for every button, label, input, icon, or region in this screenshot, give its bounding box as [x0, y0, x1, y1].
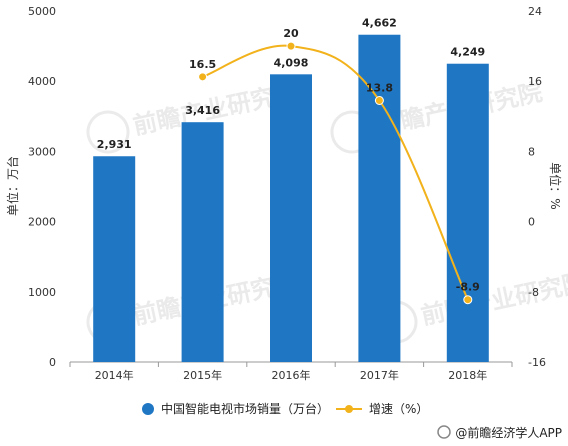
legend-line-label: 增速（%） [369, 402, 428, 416]
growth-point-1 [198, 72, 208, 82]
bar-value-label-3: 4,662 [362, 17, 397, 30]
footer-text: @前瞻经济学人APP [455, 425, 562, 440]
watermark-text: 前瞻产业研究院 [419, 268, 568, 330]
y2-tick-label-3: 8 [528, 145, 535, 158]
y2-tick-label-5: 24 [528, 5, 542, 18]
y-tick-label-0: 0 [49, 356, 56, 369]
data-labels: 2,931 3,416 4,098 4,662 4,249 16.5 20 13.8 -8.9 [97, 17, 485, 294]
y2-tick-label-0: -16 [528, 356, 546, 369]
growth-value-label-3: 13.8 [366, 82, 393, 95]
growth-point-3 [374, 96, 384, 106]
y2-tick-label-1: -8 [528, 286, 539, 299]
growth-line [202, 44, 469, 301]
bar-value-label-2: 4,098 [274, 56, 309, 69]
x-tick-label-2: 2016年 [272, 368, 311, 382]
x-tick-label-3: 2017年 [360, 368, 399, 382]
y-axis-title: 单位：万台 [5, 156, 20, 216]
growth-point-2 [286, 41, 296, 51]
bar-4 [446, 63, 489, 362]
bars [93, 34, 489, 362]
growth-value-label-1: 16.5 [189, 58, 216, 71]
bar-1 [181, 122, 224, 362]
legend: 中国智能电视市场销量（万台） 增速（%） [142, 401, 428, 416]
footer: @前瞻经济学人APP [437, 425, 562, 440]
growth-point-4 [463, 295, 473, 305]
bar-value-label-4: 4,249 [450, 46, 485, 59]
bar-2 [270, 74, 312, 362]
x-tick-label-4: 2018年 [448, 368, 487, 382]
growth-value-label-2: 20 [283, 27, 299, 40]
y2-tick-label-2: 0 [528, 216, 535, 229]
y2-axis-title: 单位：% [548, 162, 563, 209]
y-tick-label-2: 2000 [28, 216, 56, 229]
x-tick-label-1: 2015年 [183, 368, 222, 382]
bar-3 [358, 34, 401, 362]
bar-value-label-0: 2,931 [97, 138, 132, 151]
y-tick-label-4: 4000 [28, 75, 56, 88]
growth-line-layer [198, 41, 473, 305]
bar-value-label-1: 3,416 [185, 104, 220, 117]
watermarks: 前瞻产业研究院前瞻产业研究院前瞻产业研究院前瞻产业研究院 [86, 78, 568, 344]
y2-tick-label-4: 16 [528, 75, 542, 88]
y-tick-label-5: 5000 [28, 5, 56, 18]
legend-bar-label: 中国智能电视市场销量（万台） [161, 401, 329, 416]
y-tick-label-3: 3000 [28, 145, 56, 158]
legend-line-dot [345, 405, 353, 413]
legend-bar-marker [142, 403, 154, 415]
x-tick-label-0: 2014年 [95, 368, 134, 382]
y-tick-label-1: 1000 [28, 286, 56, 299]
bar-0 [93, 156, 136, 362]
watermark-logo-icon [86, 110, 130, 154]
footer-logo-icon [437, 425, 451, 439]
growth-value-label-4: -8.9 [456, 281, 480, 294]
